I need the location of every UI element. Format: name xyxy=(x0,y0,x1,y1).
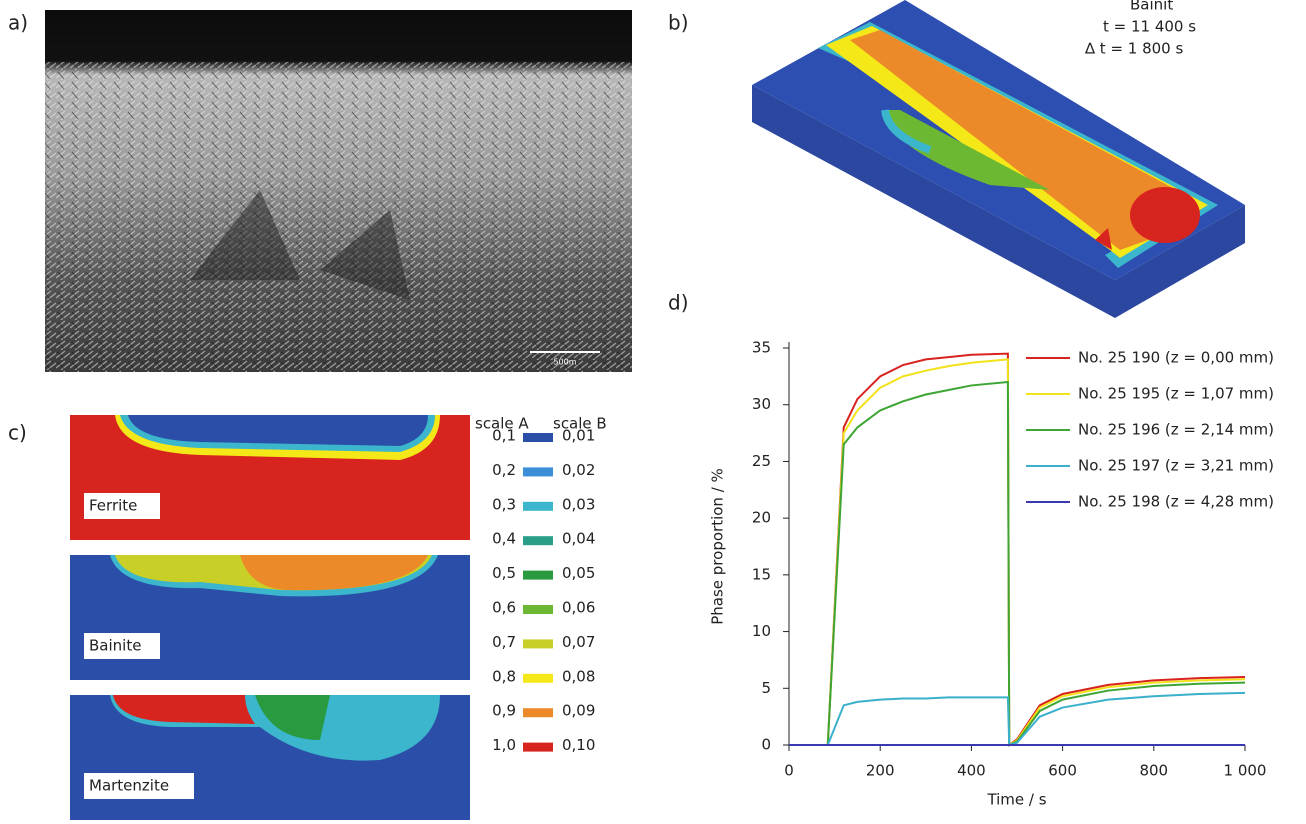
scale-header: scale A xyxy=(475,415,529,433)
scale-b-label: 0,02 xyxy=(562,461,595,479)
scale-swatch xyxy=(523,742,553,752)
y-tick-label: 35 xyxy=(752,339,771,357)
x-tick-label: 200 xyxy=(866,762,895,780)
scale-b-label: 0,06 xyxy=(562,599,595,617)
scale-a-label: 0,1 xyxy=(492,427,516,445)
x-tick-label: 600 xyxy=(1048,762,1077,780)
legend-label: No. 25 195 (z = 1,07 mm) xyxy=(1078,385,1274,403)
scale-swatch xyxy=(523,501,553,511)
panel-label: a) xyxy=(8,11,28,35)
scale-a-label: 0,7 xyxy=(492,633,516,651)
map-label: Martenzite xyxy=(89,777,169,795)
annotation: Bainit xyxy=(1130,0,1173,14)
scale-swatch xyxy=(523,708,553,718)
simulation-3d: Bainit t = 11 400 s ∆ t = 1 800 s xyxy=(752,0,1245,318)
scale-a-label: 0,5 xyxy=(492,564,516,582)
scale-b-label: 0,07 xyxy=(562,633,595,651)
y-tick-label: 30 xyxy=(752,395,771,413)
scale-b-label: 0,08 xyxy=(562,667,595,685)
legend-label: No. 25 198 (z = 4,28 mm) xyxy=(1078,493,1274,511)
scale-a-label: 0,9 xyxy=(492,702,516,720)
scale-a-label: 1,0 xyxy=(492,736,516,754)
y-tick-label: 5 xyxy=(761,679,771,697)
scale-a-label: 0,2 xyxy=(492,461,516,479)
scale-swatch xyxy=(523,433,553,442)
annotation: t = 11 400 s xyxy=(1103,18,1196,36)
scale-a-label: 0,4 xyxy=(492,530,516,548)
scale-b-label: 0,01 xyxy=(562,427,595,445)
y-tick-label: 10 xyxy=(752,622,771,640)
series-line xyxy=(789,380,1246,747)
scale-swatch xyxy=(523,536,553,546)
series-line xyxy=(789,352,1246,747)
panel-label: c) xyxy=(8,421,27,445)
series-line xyxy=(789,691,1246,747)
annotation: ∆ t = 1 800 s xyxy=(1084,40,1183,58)
scale-swatch xyxy=(523,570,553,580)
map-label: Ferrite xyxy=(89,497,137,515)
phase-maps: Ferrite Bainite Martenzite scale A scale… xyxy=(70,415,607,820)
x-axis-label: Time / s xyxy=(986,791,1046,809)
legend-label: No. 25 190 (z = 0,00 mm) xyxy=(1078,349,1274,367)
micrograph: 500m xyxy=(45,10,632,372)
x-tick-label: 400 xyxy=(957,762,986,780)
scale-swatch xyxy=(523,467,553,477)
legend-label: No. 25 197 (z = 3,21 mm) xyxy=(1078,457,1274,475)
map-label: Bainite xyxy=(89,637,141,655)
scale-bar-label: 500m xyxy=(553,358,576,367)
legend-label: No. 25 196 (z = 2,14 mm) xyxy=(1078,421,1274,439)
y-tick-label: 20 xyxy=(752,509,771,527)
x-tick-label: 0 xyxy=(784,762,794,780)
panel-label: d) xyxy=(668,291,689,315)
y-tick-label: 25 xyxy=(752,452,771,470)
y-tick-label: 0 xyxy=(761,736,771,754)
x-tick-label: 1 000 xyxy=(1224,762,1267,780)
scale-a-label: 0,8 xyxy=(492,667,516,685)
scale-b-label: 0,05 xyxy=(562,564,595,582)
scale-b-label: 0,09 xyxy=(562,702,595,720)
scale-swatch xyxy=(523,605,553,614)
scale-b-label: 0,10 xyxy=(562,736,595,754)
scale-b-label: 0,04 xyxy=(562,530,595,548)
scale-header: scale B xyxy=(553,415,607,433)
scale-a-label: 0,6 xyxy=(492,599,516,617)
scale-swatch xyxy=(523,639,553,649)
scale-swatch xyxy=(523,673,553,683)
series-line xyxy=(789,358,1246,747)
scale-b-label: 0,03 xyxy=(562,495,595,513)
panel-label: b) xyxy=(668,11,689,35)
x-tick-label: 800 xyxy=(1139,762,1168,780)
y-axis-label: Phase proportion / % xyxy=(709,468,727,625)
y-tick-label: 15 xyxy=(752,565,771,583)
scale-a-label: 0,3 xyxy=(492,495,516,513)
